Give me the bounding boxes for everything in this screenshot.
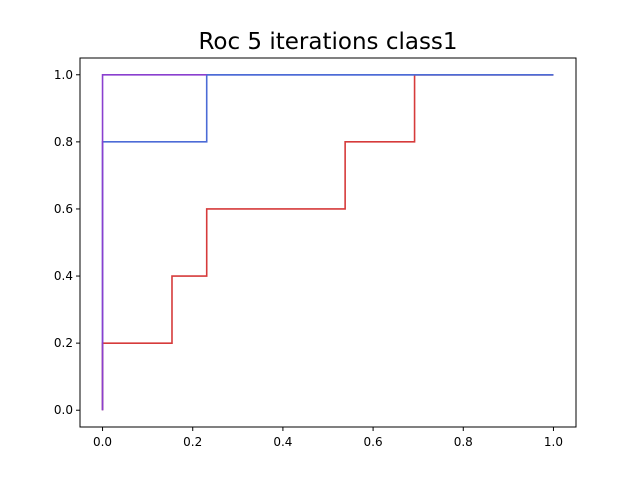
roc-series-line-1 [101,73,554,411]
x-tick-label: 0.0 [93,435,112,449]
y-tick-label: 0.2 [54,336,73,350]
axes-frame [79,57,577,428]
chart-title: Roc 5 iterations class1 [198,29,457,55]
x-axis: 0.0 0.2 0.4 0.6 0.8 1.0 [93,427,563,449]
x-tick-label: 0.4 [273,435,292,449]
y-axis: 0.0 0.2 0.4 0.6 0.8 1.0 [54,68,80,417]
y-tick-label: 0.8 [54,135,73,149]
x-tick-label: 0.6 [364,435,383,449]
y-tick-label: 0.6 [54,202,73,216]
y-tick-label: 1.0 [54,68,73,82]
roc-series-line-3 [101,73,207,411]
series-layer [101,73,554,411]
y-tick-label: 0.0 [54,403,73,417]
x-tick-label: 0.2 [183,435,202,449]
roc-series-line-2 [101,73,554,411]
y-tick-label: 0.4 [54,269,73,283]
x-tick-label: 0.8 [454,435,473,449]
x-tick-label: 1.0 [544,435,563,449]
